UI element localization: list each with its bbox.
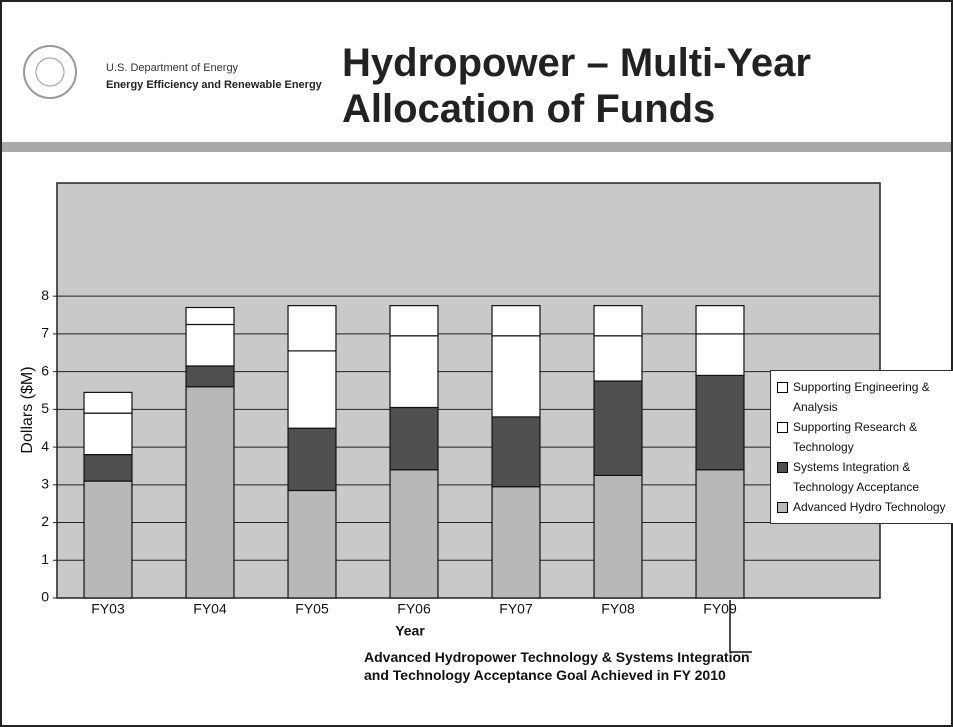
legend-swatch bbox=[777, 382, 788, 393]
x-axis-label: Year bbox=[395, 623, 425, 639]
bar-segment bbox=[185, 306, 235, 326]
y-tick-label: 5 bbox=[41, 400, 49, 416]
legend-label: Systems Integration & Technology Accepta… bbox=[793, 460, 920, 494]
y-axis-label: Dollars ($M) bbox=[19, 366, 36, 453]
bar-segment bbox=[83, 391, 133, 414]
chart-title: Hydropower – Multi-Year Allocation of Fu… bbox=[342, 41, 811, 131]
legend-item: Supporting Research & Technology bbox=[775, 417, 951, 457]
bar-segment bbox=[287, 489, 337, 599]
bar-segment bbox=[185, 365, 235, 388]
bar-segment bbox=[695, 374, 745, 471]
bar-segment bbox=[593, 335, 643, 382]
legend-swatch bbox=[777, 502, 788, 513]
office-name: Energy Efficiency and Renewable Energy bbox=[106, 79, 322, 91]
x-tick-label: FY08 bbox=[601, 601, 635, 617]
y-tick-label: 6 bbox=[41, 362, 49, 378]
x-tick-label: FY06 bbox=[397, 601, 431, 617]
bar-segment bbox=[83, 454, 133, 482]
annotation-bracket bbox=[729, 600, 752, 653]
y-tick-label: 0 bbox=[41, 589, 49, 605]
x-tick-label: FY03 bbox=[91, 601, 125, 617]
org-name: U.S. Department of Energy bbox=[106, 62, 239, 74]
bar-segment bbox=[83, 412, 133, 456]
y-tick-label: 3 bbox=[41, 476, 49, 492]
y-tick-label: 2 bbox=[41, 513, 49, 529]
bar-segment bbox=[83, 480, 133, 599]
bar-segment bbox=[695, 333, 745, 377]
x-tick-label: FY07 bbox=[499, 601, 533, 617]
legend-item: Advanced Hydro Technology bbox=[775, 497, 951, 517]
logo bbox=[23, 45, 77, 99]
x-tick-label: FY05 bbox=[295, 601, 329, 617]
legend-label: Supporting Research & Technology bbox=[793, 420, 918, 454]
bar-segment bbox=[695, 305, 745, 335]
y-tick-label: 7 bbox=[41, 325, 49, 341]
header-band bbox=[2, 142, 951, 152]
logo-inner bbox=[35, 57, 65, 87]
legend: Supporting Engineering & Analysis Support… bbox=[770, 370, 953, 524]
bar-segment bbox=[593, 305, 643, 337]
y-tick-label: 1 bbox=[41, 551, 49, 567]
legend-swatch bbox=[777, 462, 788, 473]
bar-segment bbox=[389, 305, 439, 337]
legend-item: Systems Integration & Technology Accepta… bbox=[775, 457, 951, 497]
annotation: Advanced Hydropower Technology & Systems… bbox=[364, 649, 750, 683]
bar-segment bbox=[185, 323, 235, 367]
legend-item: Supporting Engineering & Analysis bbox=[775, 377, 951, 417]
bar-segment bbox=[287, 427, 337, 492]
bar-segment bbox=[695, 469, 745, 599]
bar-segment bbox=[491, 305, 541, 337]
bar-segment bbox=[491, 486, 541, 599]
bar-segment bbox=[389, 469, 439, 599]
plot-area bbox=[56, 182, 881, 599]
bar-segment bbox=[287, 305, 337, 352]
bar-segment bbox=[185, 386, 235, 599]
legend-label: Supporting Engineering & Analysis bbox=[793, 380, 930, 414]
y-tick-label: 8 bbox=[41, 287, 49, 303]
legend-swatch bbox=[777, 422, 788, 433]
bar-segment bbox=[491, 416, 541, 488]
bar-segment bbox=[593, 380, 643, 476]
x-tick-label: FY04 bbox=[193, 601, 227, 617]
x-tick-label: FY09 bbox=[703, 601, 737, 617]
bar-segment bbox=[389, 406, 439, 471]
bar-segment bbox=[287, 350, 337, 429]
y-tick-label: 4 bbox=[41, 438, 49, 454]
bar-segment bbox=[389, 335, 439, 409]
bar-segment bbox=[491, 335, 541, 418]
legend-label: Advanced Hydro Technology bbox=[793, 500, 946, 514]
bar-segment bbox=[593, 474, 643, 599]
